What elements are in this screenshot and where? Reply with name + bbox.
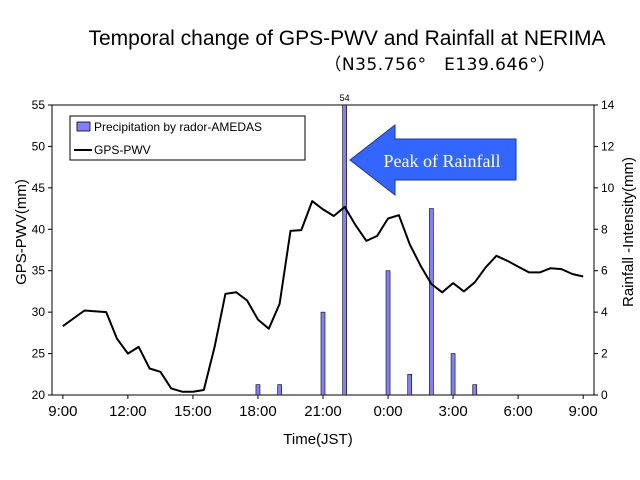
x-tick-label: 21:00	[304, 403, 342, 420]
legend-label-precipitation: Precipitation by rador-AMEDAS	[94, 120, 262, 134]
y-left-tick-label: 30	[32, 305, 46, 319]
legend-box	[69, 115, 306, 161]
x-tick-label: 9:00	[48, 403, 77, 420]
x-axis-label: Time(JST)	[283, 431, 352, 448]
y-left-tick-label: 40	[32, 222, 46, 236]
chart-subtitle: （N35.756° E139.646°）	[324, 55, 555, 75]
y-left-tick-label: 25	[32, 347, 46, 361]
precipitation-bar	[429, 208, 434, 396]
x-tick-label: 15:00	[174, 403, 212, 420]
legend-label-gps-pwv: GPS-PWV	[94, 143, 151, 157]
x-tick-label: 3:00	[438, 403, 467, 420]
gps-pwv-line	[62, 200, 584, 393]
peak-annotation: Peak of Rainfall	[349, 123, 517, 197]
precipitation-bar	[277, 384, 282, 396]
y-right-tick-label: 14	[601, 98, 615, 112]
legend: Precipitation by rador-AMEDAS GPS-PWV	[69, 115, 306, 161]
y-left-tick-label: 55	[32, 98, 46, 112]
labels-layer: 9:00 12:00 15:00 18:00 21:00 0:00 3:00 6:00 9:00…	[32, 93, 615, 420]
precipitation-bar	[385, 270, 391, 396]
precipitation-bar	[472, 384, 478, 396]
x-tick-label: 12:00	[109, 403, 147, 420]
legend-swatch-precipitation	[76, 121, 91, 132]
x-tick-label: 6:00	[504, 403, 533, 420]
x-tick-label: 18:00	[239, 403, 277, 420]
precipitation-bar	[342, 104, 347, 396]
line-layer	[62, 200, 584, 393]
y-right-tick-label: 0	[601, 388, 608, 402]
y-left-tick-label: 50	[32, 139, 46, 153]
x-tick-label: 9:00	[569, 403, 598, 420]
ticks-layer	[48, 104, 598, 399]
y-right-tick-label: 4	[601, 305, 608, 319]
y-axis-left-label: GPS-PWV(mm)	[13, 179, 30, 285]
y-left-tick-label: 20	[32, 388, 46, 402]
bars-layer	[255, 104, 478, 396]
precipitation-bar	[450, 353, 456, 396]
precipitation-bar	[320, 311, 326, 396]
y-axis-right-label: Rainfall -Intensity(mm)	[620, 157, 637, 307]
y-right-tick-label: 10	[601, 181, 615, 195]
precipitation-bar	[407, 373, 413, 396]
y-right-tick-label: 2	[601, 347, 608, 361]
y-right-tick-label: 12	[601, 139, 615, 153]
peak-annotation-text: Peak of Rainfall	[384, 151, 501, 171]
x-tick-label: 0:00	[373, 403, 402, 420]
precipitation-bar	[255, 384, 261, 396]
bar-data-label: 54	[340, 93, 350, 103]
y-left-tick-label: 45	[32, 181, 46, 195]
chart-title: Temporal change of GPS-PWV and Rainfall …	[88, 27, 605, 50]
y-right-tick-label: 6	[601, 264, 608, 278]
peak-arrow-shape	[349, 123, 517, 197]
y-right-tick-label: 8	[601, 222, 608, 236]
y-left-tick-label: 35	[32, 264, 46, 278]
